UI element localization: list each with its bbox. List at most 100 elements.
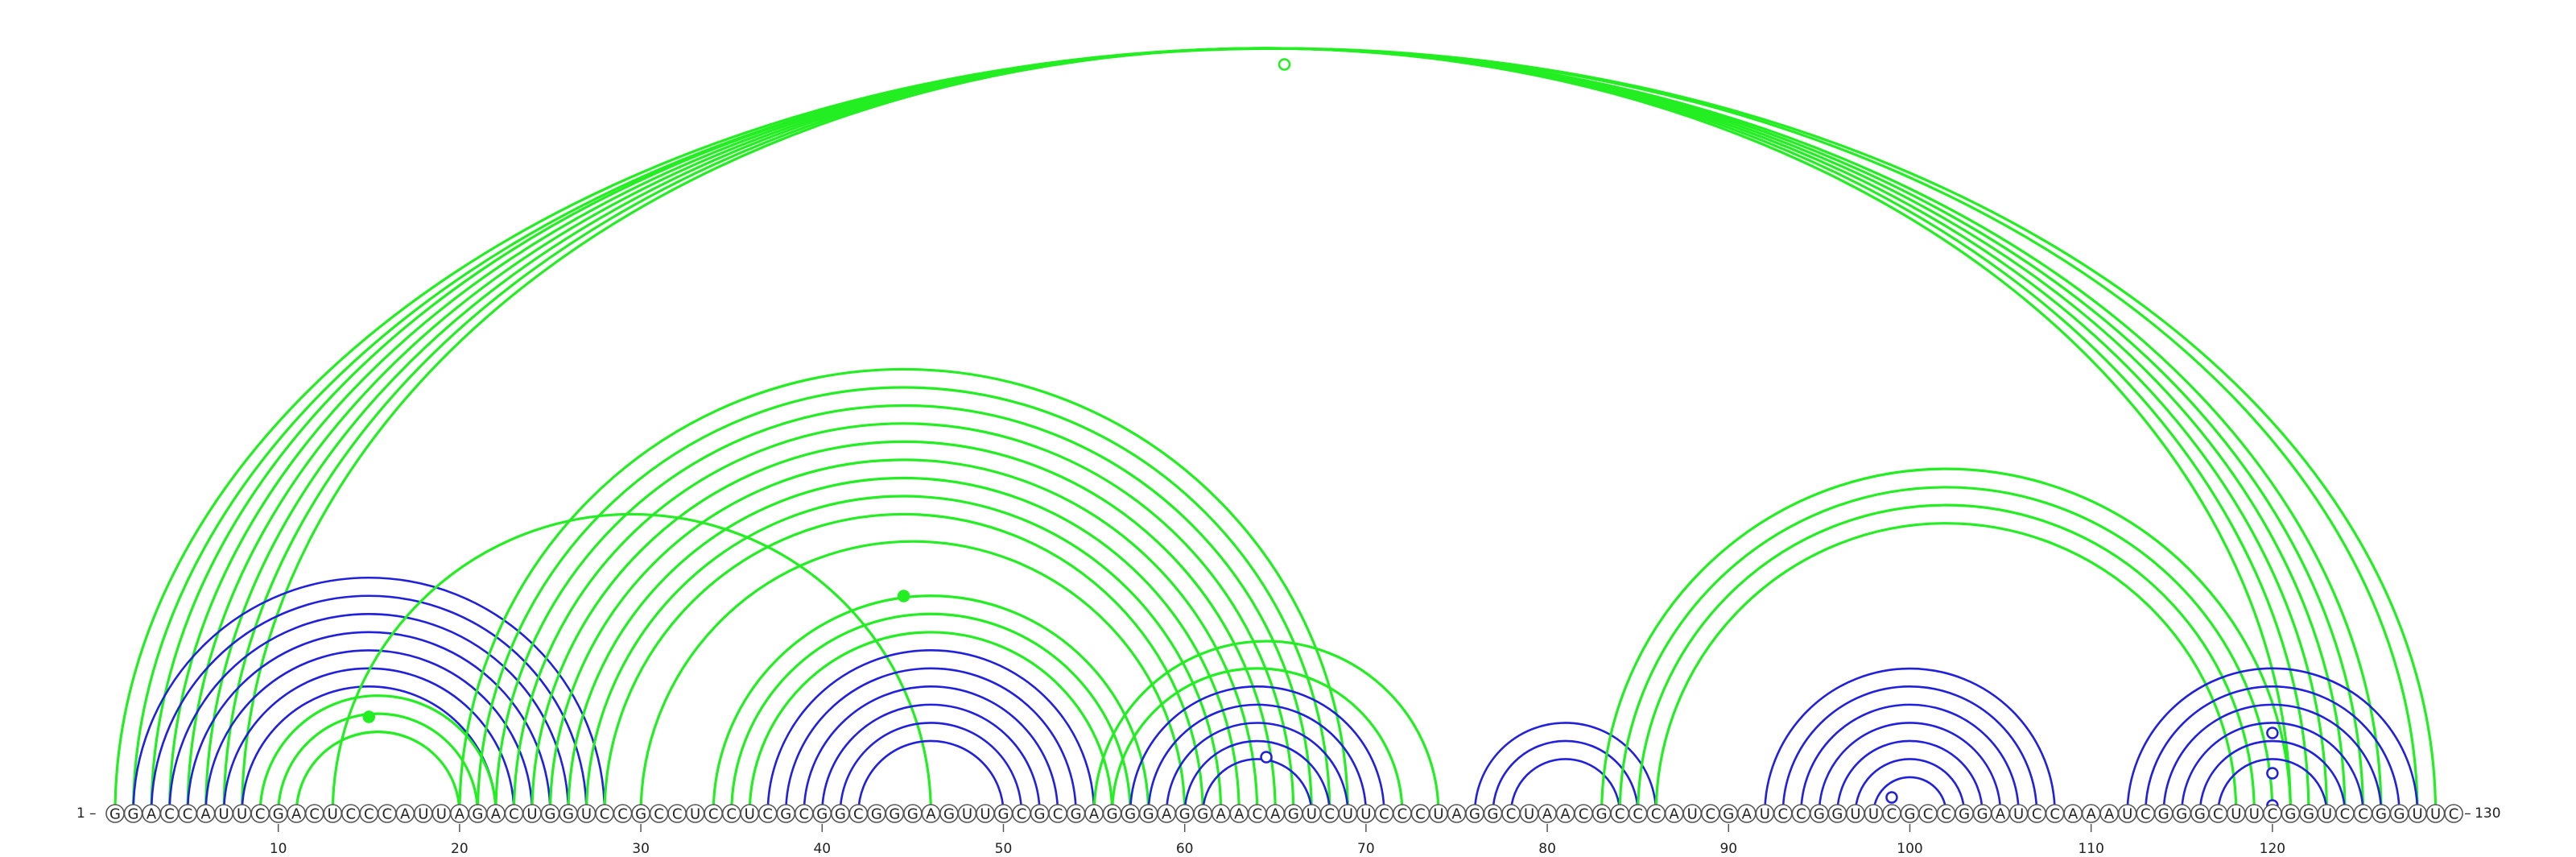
tertiary-base-pair-arc-11-20 [295, 731, 461, 814]
nucleotide-99: C [1882, 804, 1901, 823]
nucleotide-letter: U [237, 806, 247, 823]
nucleotide-76: G [1465, 804, 1484, 823]
nucleotide-64: C [1247, 804, 1267, 823]
secondary-base-pair-arc-39-53 [803, 685, 1059, 814]
nucleotide-28: C [595, 804, 614, 823]
secondary-base-pair-arc-98-102 [1872, 776, 1947, 814]
secondary-base-pair-arc-95-105 [1818, 722, 2002, 814]
nucleotide-letter: U [418, 806, 428, 823]
nucleotide-letter: A [400, 806, 411, 823]
secondary-base-pair-arc-6-24 [204, 649, 534, 814]
nucleotide-letter: U [2231, 806, 2241, 823]
tertiary-base-pair-arc-10-21 [277, 712, 479, 814]
nucleotide-letter: C [1778, 806, 1789, 823]
nucleotide-59: A [1157, 804, 1176, 823]
sequence-start-label: 1 [76, 805, 85, 822]
nucleotide-letter: C [1941, 806, 1951, 823]
nucleotide-86: C [1646, 804, 1666, 823]
nucleotide-87: A [1664, 804, 1684, 823]
nucleotide-letter: C [164, 806, 175, 823]
tick-label-90: 90 [1719, 841, 1737, 857]
nucleotide-1: G [105, 804, 125, 823]
nucleotide-54: G [1066, 804, 1086, 823]
tertiary-base-pair-arc-20-69 [458, 367, 1349, 814]
nucleotide-letter: G [109, 806, 121, 823]
arc-marker-5 [1885, 791, 1898, 804]
nucleotide-116: G [2190, 804, 2210, 823]
nucleotide-2: G [123, 804, 143, 823]
nucleotide-58: G [1138, 804, 1158, 823]
nucleotide-letter: A [1670, 806, 1680, 823]
nucleotide-89: C [1700, 804, 1720, 823]
nucleotide-7: U [214, 804, 233, 823]
nucleotide-letter: A [1234, 806, 1245, 823]
nucleotide-letter: A [926, 806, 936, 823]
nucleotide-letter: A [1451, 806, 1462, 823]
nucleotide-letter: U [1343, 806, 1353, 823]
nucleotide-70: U [1356, 804, 1376, 823]
nucleotide-letter: G [1723, 806, 1734, 823]
nucleotide-letter: G [1034, 806, 1046, 823]
nucleotide-90: G [1719, 804, 1739, 823]
nucleotide-118: U [2227, 804, 2246, 823]
nucleotide-3: A [142, 804, 161, 823]
nucleotide-letter: C [2358, 806, 2368, 823]
nucleotide-letter: C [183, 806, 193, 823]
nucleotide-letter: C [1615, 806, 1625, 823]
secondary-base-pair-arc-60-68 [1183, 739, 1331, 814]
nucleotide-94: C [1791, 804, 1811, 823]
nucleotide-120: C [2263, 804, 2282, 823]
nucleotide-127: G [2389, 804, 2409, 823]
arc-marker-3 [362, 710, 376, 723]
nucleotide-103: G [1955, 804, 1974, 823]
nucleotide-letter: C [2032, 806, 2042, 823]
nucleotide-72: C [1393, 804, 1412, 823]
nucleotide-24: U [522, 804, 542, 823]
nucleotide-letter: U [1760, 806, 1770, 823]
secondary-base-pair-arc-58-70 [1147, 703, 1368, 814]
nucleotide-letter: C [600, 806, 610, 823]
nucleotide-8: U [232, 804, 252, 823]
nucleotide-114: G [2153, 804, 2174, 823]
nucleotide-letter: G [1107, 806, 1118, 823]
tertiary-base-pair-arc-7-122 [222, 47, 2310, 814]
nucleotide-73: C [1410, 804, 1430, 823]
nucleotide-letter: C [1325, 806, 1335, 823]
nucleotide-41: G [831, 804, 850, 823]
nucleotide-129: U [2425, 804, 2446, 823]
nucleotide-letter: G [1143, 806, 1154, 823]
nucleotide-38: G [776, 804, 796, 823]
secondary-base-pair-arc-76-86 [1473, 722, 1657, 814]
nucleotide-letter: C [799, 806, 809, 823]
tertiary-base-pair-arc-55-74 [1092, 640, 1440, 814]
tertiary-base-pair-arc-25-64 [548, 458, 1259, 814]
tertiary-base-pair-arc-4-125 [167, 47, 2365, 814]
nucleotide-77: G [1483, 804, 1503, 823]
nucleotide-letter: U [526, 806, 537, 823]
nucleotide-10: G [268, 804, 288, 823]
nucleotide-letter: U [1868, 806, 1879, 823]
tick-label-40: 40 [813, 841, 831, 857]
end-dash: – [2464, 805, 2471, 822]
nucleotide-letter: U [980, 806, 990, 823]
nucleotide-letter: C [1506, 806, 1517, 823]
nucleotide-letter: G [1488, 806, 1499, 823]
tertiary-base-pair-arc-34-58 [712, 594, 1150, 814]
secondary-base-pair-arc-94-106 [1800, 703, 2020, 814]
nucleotide-letter: G [816, 806, 828, 823]
nucleotide-letter: C [2213, 806, 2223, 823]
nucleotide-124: C [2335, 804, 2355, 823]
arc-marker-7 [2266, 767, 2279, 780]
secondary-base-pair-arc-92-108 [1764, 667, 2056, 814]
tick-label-60: 60 [1176, 841, 1194, 857]
nucleotide-57: G [1121, 804, 1140, 823]
nucleotide-92: U [1755, 804, 1775, 823]
nucleotide-letter: A [291, 806, 302, 823]
nucleotide-33: U [685, 804, 705, 823]
tertiary-base-pair-arc-23-66 [512, 422, 1295, 814]
secondary-base-pair-arc-96-104 [1836, 739, 1984, 814]
arc-marker-4 [1260, 751, 1273, 764]
nucleotide-78: C [1501, 804, 1521, 823]
nucleotide-letter: C [1887, 806, 1897, 823]
